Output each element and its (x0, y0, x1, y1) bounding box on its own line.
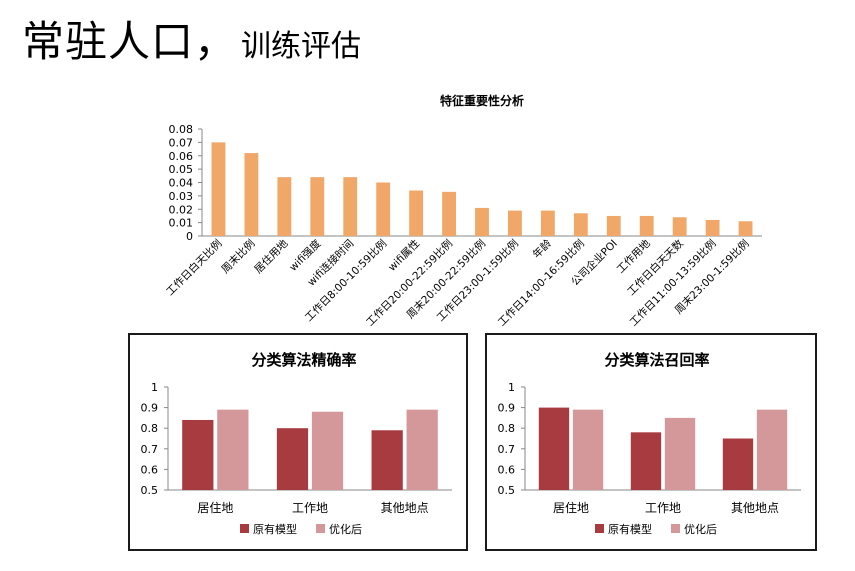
precision-legend-label: 优化后 (329, 522, 362, 536)
feature-bar (277, 177, 292, 236)
precision-y-tick-label: 0.7 (141, 443, 159, 456)
precision-legend-swatch (316, 524, 325, 533)
recall-y-tick-label: 0.5 (498, 484, 516, 497)
feature-category-label: 工作日白天比例 (163, 237, 224, 298)
recall-y-tick-label: 0.9 (498, 402, 516, 415)
slide-title: 常驻人口， 训练评估 (22, 8, 361, 69)
precision-y-tick-label: 0.5 (141, 484, 159, 497)
recall-chart-panel: 分类算法召回率 1 0.9 0.8 0.7 0.6 0.5 居住地 工作地 其他地点原有模型 优化后 (485, 333, 817, 551)
precision-category-label: 工作地 (292, 501, 328, 515)
feature-bar (639, 215, 654, 236)
feature-y-tick-label: 0.04 (169, 177, 194, 190)
feature-y-tick-label: 0.01 (169, 217, 194, 230)
recall-chart-title: 分类算法召回率 (604, 351, 709, 369)
precision-y-tick-label: 0.8 (141, 422, 159, 435)
precision-bar-optimized (217, 409, 249, 490)
recall-bar-original (538, 407, 570, 490)
recall-bar-original (722, 438, 754, 490)
feature-y-tick-label: 0.07 (169, 136, 194, 149)
feature-bar (508, 210, 522, 236)
feature-y-tick-label: 0.02 (169, 203, 194, 216)
precision-category-label: 其他地点 (381, 501, 429, 515)
feature-bar (310, 177, 325, 236)
precision-y-tick-label: 1 (151, 381, 158, 394)
precision-bar-original (182, 419, 214, 490)
feature-bar (376, 182, 391, 236)
feature-category-label: 工作日白天天数 (625, 237, 687, 299)
feature-category-label: 年龄 (530, 237, 554, 261)
feature-bar (738, 221, 753, 236)
recall-y-tick-label: 0.6 (498, 463, 516, 476)
recall-y-tick-label: 0.8 (498, 422, 516, 435)
feature-y-tick-label: 0.03 (169, 190, 194, 203)
feature-bar (244, 153, 259, 236)
recall-bar-optimized (572, 409, 604, 490)
feature-category-label: 周末比例 (219, 237, 258, 276)
feature-bar (343, 177, 358, 236)
precision-y-tick-label: 0.6 (141, 463, 159, 476)
feature-category-label: 居住用地 (252, 237, 291, 276)
precision-legend-label: 原有模型 (253, 522, 297, 536)
feature-y-tick-label: 0.05 (169, 163, 194, 176)
precision-category-label: 居住地 (197, 501, 233, 515)
feature-chart-title: 特征重要性分析 (440, 93, 524, 108)
feature-bar (705, 219, 720, 236)
recall-legend-swatch (671, 524, 680, 533)
precision-legend-swatch (240, 524, 249, 533)
recall-legend-label: 优化后 (684, 522, 717, 536)
precision-bar-original (276, 428, 309, 490)
recall-y-tick-label: 0.7 (498, 443, 516, 456)
recall-category-label: 工作地 (645, 501, 681, 515)
feature-bar (573, 213, 588, 236)
recall-category-label: 居住地 (553, 501, 589, 515)
feature-bar (409, 190, 424, 236)
precision-bar-optimized (406, 409, 438, 490)
recall-bar-original (630, 432, 662, 490)
slide-title-main: 常驻人口， (22, 17, 238, 66)
feature-y-tick-label: 0.08 (169, 123, 194, 136)
feature-bar (442, 191, 456, 236)
precision-bar-optimized (311, 411, 344, 490)
feature-y-tick-label: 0.06 (169, 150, 194, 163)
recall-category-label: 其他地点 (731, 501, 779, 515)
precision-chart-title: 分类算法精确率 (251, 351, 356, 369)
feature-y-tick-label: 0 (186, 230, 193, 243)
feature-bar (606, 215, 621, 236)
recall-bar-optimized (664, 417, 696, 490)
recall-legend-swatch (595, 524, 604, 533)
recall-legend-label: 原有模型 (608, 522, 652, 536)
precision-chart-panel: 分类算法精确率 1 0.9 0.8 0.7 0.6 0.5 居住地 工作地 其他地点原有模型 优化后 (128, 333, 468, 551)
feature-bar (211, 142, 226, 236)
precision-bar-original (371, 430, 403, 490)
feature-importance-chart: 特征重要性分析 0.080.070.060.050.040.030.020.010… (163, 93, 762, 329)
feature-bar (672, 217, 687, 236)
feature-bar (540, 210, 555, 236)
slide-title-sub: 训练评估 (241, 29, 362, 64)
recall-bar-optimized (756, 409, 788, 490)
precision-y-tick-label: 0.9 (141, 402, 159, 415)
feature-bar (475, 207, 489, 236)
recall-y-tick-label: 1 (508, 381, 515, 394)
